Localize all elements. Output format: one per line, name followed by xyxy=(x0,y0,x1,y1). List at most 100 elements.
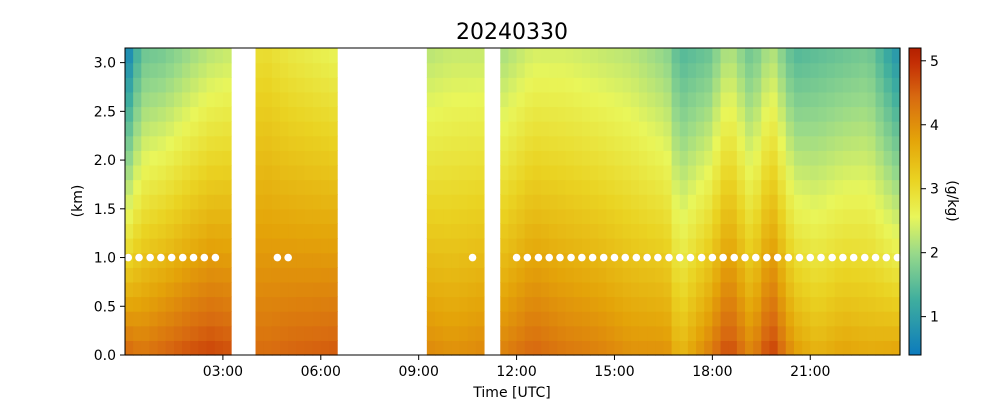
heatmap-cell xyxy=(557,208,567,225)
heatmap-cell xyxy=(435,267,444,283)
heatmap-cell xyxy=(802,340,811,356)
heatmap-cell xyxy=(590,296,599,312)
heatmap-cell xyxy=(761,48,771,64)
heatmap-cell xyxy=(630,77,640,93)
heatmap-cell xyxy=(157,164,167,181)
data-marker xyxy=(871,253,880,262)
heatmap-cell xyxy=(598,208,607,225)
heatmap-cell xyxy=(671,91,681,108)
heatmap-cell xyxy=(435,91,444,108)
heatmap-cell xyxy=(590,281,599,298)
heatmap-cell xyxy=(500,135,510,151)
heatmap-cell xyxy=(280,252,289,268)
heatmap-cell xyxy=(655,135,665,151)
heatmap-cell xyxy=(638,281,648,298)
heatmap-cell xyxy=(125,179,134,195)
heatmap-cell xyxy=(826,194,836,210)
heatmap-cell xyxy=(435,77,444,93)
heatmap-cell xyxy=(157,311,167,327)
heatmap-cell xyxy=(149,281,159,298)
data-marker xyxy=(784,253,793,262)
heatmap-cell xyxy=(891,121,901,137)
heatmap-cell xyxy=(802,164,811,181)
heatmap-cell xyxy=(296,135,306,151)
heatmap-cell xyxy=(133,48,142,64)
heatmap-cell xyxy=(834,238,844,254)
heatmap-cell xyxy=(818,164,828,181)
heatmap-cell xyxy=(663,150,673,166)
heatmap-cell xyxy=(736,77,746,93)
heatmap-cell xyxy=(288,194,297,210)
data-marker xyxy=(578,253,586,262)
heatmap-cell xyxy=(565,48,575,64)
heatmap-cell xyxy=(606,208,616,225)
heatmap-cell xyxy=(182,296,191,312)
heatmap-cell xyxy=(435,106,444,122)
heatmap-cell xyxy=(785,325,795,341)
heatmap-cell xyxy=(459,179,469,195)
data-marker xyxy=(523,253,532,262)
heatmap-cell xyxy=(736,281,746,298)
heatmap-cell xyxy=(271,179,281,195)
heatmap-cell xyxy=(875,252,885,268)
heatmap-cell xyxy=(712,77,722,93)
heatmap-cell xyxy=(149,194,159,210)
heatmap-cell xyxy=(663,135,673,151)
heatmap-cell xyxy=(867,238,877,254)
heatmap-cell xyxy=(198,77,208,93)
heatmap-cell xyxy=(165,208,175,225)
heatmap-cell xyxy=(426,194,436,210)
heatmap-cell xyxy=(222,179,232,195)
heatmap-cell xyxy=(271,106,281,122)
heatmap-cell xyxy=(435,281,444,298)
heatmap-cell xyxy=(532,135,542,151)
heatmap-cell xyxy=(541,164,550,181)
heatmap-cell xyxy=(590,164,599,181)
heatmap-cell xyxy=(875,281,885,298)
heatmap-cell xyxy=(638,311,648,327)
heatmap-cell xyxy=(614,91,624,108)
heatmap-cell xyxy=(426,179,436,195)
heatmap-cell xyxy=(133,179,142,195)
heatmap-cell xyxy=(467,340,477,356)
heatmap-cell xyxy=(867,91,877,108)
heatmap-cell xyxy=(590,340,599,356)
heatmap-cell xyxy=(785,179,795,195)
heatmap-cell xyxy=(851,106,860,122)
heatmap-cell xyxy=(867,194,877,210)
heatmap-cell xyxy=(475,62,485,78)
heatmap-cell xyxy=(883,223,893,239)
heatmap-cell xyxy=(328,238,338,254)
heatmap-cell xyxy=(630,121,640,137)
heatmap-cell xyxy=(443,208,452,225)
heatmap-cell xyxy=(647,194,656,210)
heatmap-cell xyxy=(736,296,746,312)
heatmap-cell xyxy=(222,238,232,254)
heatmap-cell xyxy=(891,135,901,151)
heatmap-cell xyxy=(606,238,616,254)
heatmap-cell xyxy=(328,91,338,108)
heatmap-cell xyxy=(451,281,461,298)
heatmap-cell xyxy=(818,296,828,312)
data-marker xyxy=(686,253,695,262)
heatmap-cell xyxy=(508,77,518,93)
heatmap-cell xyxy=(214,267,224,283)
heatmap-cell xyxy=(720,281,730,298)
heatmap-cell xyxy=(671,164,681,181)
heatmap-cell xyxy=(435,121,444,137)
heatmap-cell xyxy=(280,164,289,181)
heatmap-cell xyxy=(467,62,477,78)
heatmap-cell xyxy=(614,267,624,283)
heatmap-cell xyxy=(606,296,616,312)
heatmap-cell xyxy=(500,164,510,181)
heatmap-cell xyxy=(435,325,444,341)
heatmap-cell xyxy=(745,208,754,225)
heatmap-cell xyxy=(671,238,681,254)
heatmap-cell xyxy=(304,91,314,108)
heatmap-cell xyxy=(451,311,461,327)
heatmap-cell xyxy=(842,135,852,151)
heatmap-cell xyxy=(630,281,640,298)
heatmap-cell xyxy=(598,296,607,312)
heatmap-cell xyxy=(891,194,901,210)
heatmap-cell xyxy=(663,340,673,356)
